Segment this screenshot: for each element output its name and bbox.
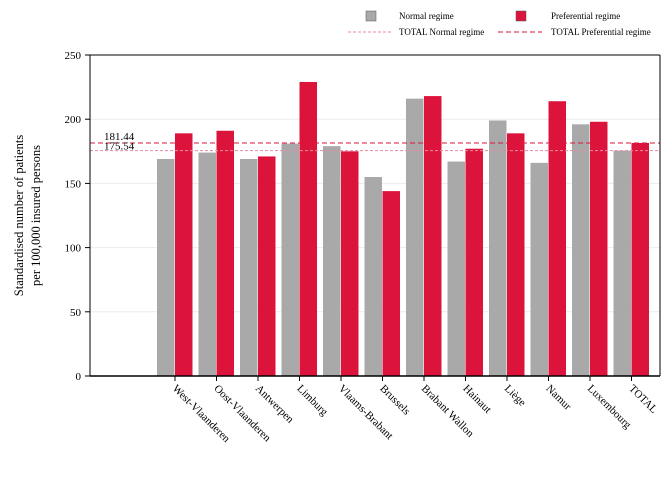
x-tick-label: Limburg (294, 383, 330, 419)
bar-normal-regime (198, 152, 216, 376)
bar-normal-regime (447, 161, 465, 376)
bar-preferential-regime (175, 133, 193, 376)
bar-normal-regime (489, 120, 507, 376)
bar-preferential-regime (548, 101, 566, 376)
legend-label-total-normal-regime: TOTAL Normal regime (399, 27, 484, 37)
bar-preferential-regime (465, 148, 483, 376)
reference-line-label: 181.44 (104, 131, 135, 143)
bar-normal-regime (364, 176, 382, 376)
bar-normal-regime (240, 159, 258, 376)
reference-line-label: 175.54 (104, 141, 135, 153)
bars (157, 81, 649, 377)
bar-normal-regime (157, 159, 175, 376)
bar-normal-regime (530, 162, 548, 376)
y-tick-label: 100 (65, 243, 82, 255)
bar-normal-regime (281, 143, 299, 376)
bar-preferential-regime (631, 143, 649, 376)
legend-label-preferential-regime: Preferential regime (551, 11, 620, 21)
x-tick-label: Antwerpen (253, 383, 296, 426)
y-axis-label: Standardised number of patients per 100,0… (12, 135, 43, 297)
bar-normal-regime (323, 146, 341, 376)
bar-preferential-regime (216, 130, 234, 376)
y-axis-label-line: per 100,000 insured persons (29, 145, 43, 286)
legend-swatch-normal-regime (365, 10, 377, 22)
y-tick-label: 0 (76, 371, 82, 383)
axes (89, 54, 661, 377)
legend-label-total-preferential-regime: TOTAL Preferential regime (551, 27, 651, 37)
bar-preferential-regime (424, 96, 442, 376)
y-tick-label: 200 (65, 114, 82, 126)
bar-preferential-regime (590, 121, 608, 376)
legend-label-normal-regime: Normal regime (399, 11, 454, 21)
bar-preferential-regime (341, 151, 359, 376)
legend-swatch-preferential-regime (515, 10, 527, 22)
x-tick-label: TOTAL (626, 383, 659, 416)
y-tick-label: 250 (65, 50, 82, 62)
bar-normal-regime (572, 124, 590, 376)
x-ticks: West-VlaanderenOost-VlaanderenAntwerpenL… (170, 376, 660, 445)
y-ticks: 0 50 100 150 200 250 (65, 50, 90, 383)
bar-preferential-regime (382, 191, 400, 376)
x-tick-label: Brussels (377, 383, 412, 418)
x-tick-label: Namur (543, 383, 573, 413)
bar-preferential-regime (258, 156, 276, 376)
bar-preferential-regime (507, 133, 525, 376)
y-tick-label: 50 (70, 307, 82, 319)
y-tick-label: 150 (65, 178, 82, 190)
bar-normal-regime (406, 98, 424, 376)
x-tick-label: Liège (502, 383, 528, 409)
bar-normal-regime (613, 150, 631, 376)
bar-preferential-regime (299, 81, 317, 377)
legend: Normal regime Preferential regime TOTAL No… (348, 10, 651, 37)
y-axis-label-line: Standardised number of patients (12, 135, 26, 297)
x-tick-label: Hainaut (460, 383, 493, 416)
